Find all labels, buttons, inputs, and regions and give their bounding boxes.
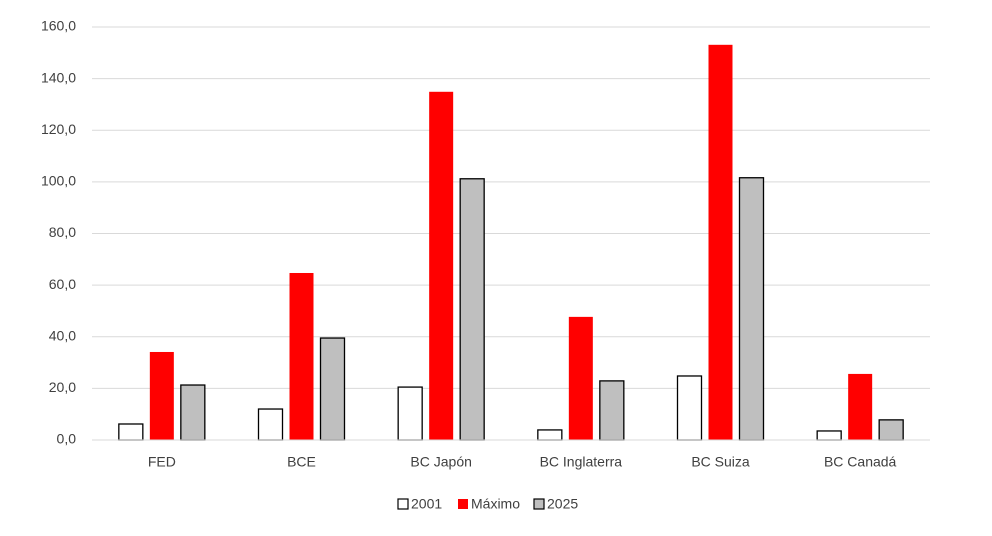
bar bbox=[848, 373, 873, 440]
y-tick-label: 0,0 bbox=[57, 431, 77, 447]
y-tick-label: 120,0 bbox=[41, 121, 76, 137]
legend-label: Máximo bbox=[471, 496, 520, 512]
legend-label: 2001 bbox=[411, 496, 442, 512]
x-tick-label: BCE bbox=[287, 454, 316, 470]
bar bbox=[676, 375, 703, 441]
bar bbox=[568, 316, 593, 440]
y-tick-label: 40,0 bbox=[49, 327, 76, 343]
legend-swatch bbox=[458, 499, 468, 509]
y-tick-label: 60,0 bbox=[49, 276, 76, 292]
x-tick-label: BC Inglaterra bbox=[540, 454, 623, 470]
x-tick-label: BC Canadá bbox=[824, 454, 897, 470]
y-tick-label: 140,0 bbox=[41, 69, 76, 85]
bar bbox=[537, 429, 563, 441]
legend-label: 2025 bbox=[547, 496, 578, 512]
y-tick-label: 80,0 bbox=[49, 224, 76, 240]
bar bbox=[599, 380, 625, 441]
legend-swatch bbox=[397, 498, 409, 510]
bar bbox=[257, 408, 284, 441]
y-tick-label: 160,0 bbox=[41, 18, 76, 34]
x-tick-label: BC Suiza bbox=[691, 454, 750, 470]
x-tick-label: FED bbox=[148, 454, 176, 470]
bar bbox=[289, 272, 314, 440]
legend-swatch bbox=[533, 498, 545, 510]
bar bbox=[429, 91, 454, 441]
x-tick-label: BC Japón bbox=[410, 454, 471, 470]
y-tick-label: 20,0 bbox=[49, 379, 76, 395]
bar bbox=[397, 386, 423, 441]
bar bbox=[180, 384, 206, 441]
bar bbox=[708, 44, 733, 441]
bar bbox=[149, 351, 174, 440]
bar bbox=[118, 423, 144, 441]
bar bbox=[738, 177, 765, 441]
bar bbox=[459, 178, 485, 441]
y-tick-label: 100,0 bbox=[41, 173, 76, 189]
bar bbox=[816, 430, 842, 441]
bar bbox=[878, 419, 904, 441]
bar bbox=[319, 337, 346, 441]
